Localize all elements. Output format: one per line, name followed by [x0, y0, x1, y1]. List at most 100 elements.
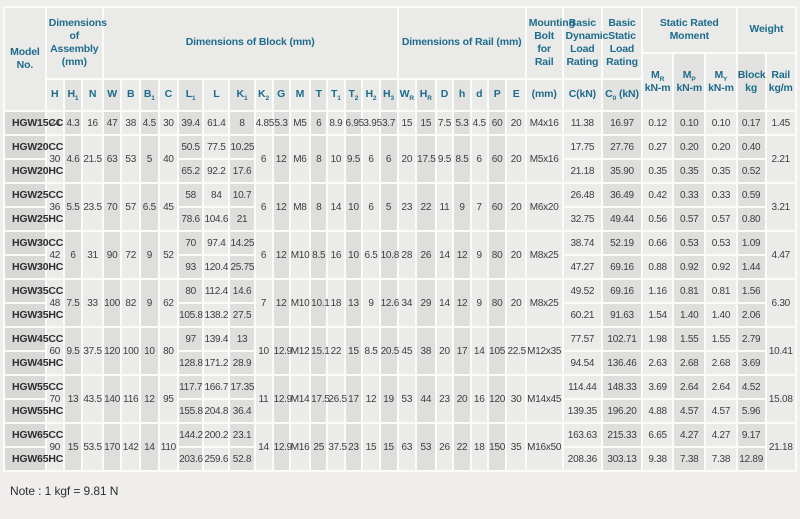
cell-N: 33 [83, 280, 102, 326]
cell-L: 84 [204, 184, 229, 206]
col-header-T1: T1 [328, 80, 344, 110]
col-header-T2: T2 [345, 80, 362, 110]
col-header-G: G [273, 80, 289, 110]
cell-MP: 7.38 [674, 448, 705, 470]
cell-B1: 4.5 [141, 112, 158, 134]
cell-C-kN: 32.75 [563, 208, 602, 230]
cell-L: 112.4 [204, 280, 229, 302]
cell-K1: 10.7 [230, 184, 254, 206]
cell-MY: 0.92 [706, 256, 736, 278]
table-row: HGW25HC 78.6 104.6 21 32.75 49.44 0.56 0.57 0.57… [5, 208, 795, 230]
cell-L1: 80 [179, 280, 203, 302]
cell-T2: 6.95 [345, 112, 364, 134]
cell-MR: 1.16 [642, 280, 673, 302]
cell-L1: 39.4 [179, 112, 203, 134]
cell-T1: 10 [328, 136, 344, 182]
cell-D: 26 [436, 424, 453, 470]
table-row: HGW55CC 70 13 43.5 140 116 12 95 117.7 166.7 17.35… [5, 376, 795, 422]
cell-N: 23.5 [83, 184, 102, 230]
cell-MY: 4.27 [706, 424, 736, 446]
col-header-M: M [290, 80, 310, 110]
cell-L1: 203.6 [179, 448, 203, 470]
cell-block-kg: 1.44 [737, 256, 765, 278]
col-header-d: d [471, 80, 487, 110]
cell-H3: 20.5 [380, 328, 399, 374]
cell-C0-kN: 303.13 [603, 448, 641, 470]
cell-bolt-mm: M12x35 [526, 328, 562, 374]
model-cell: HGW15CC [5, 112, 63, 134]
cell-rail-kg-m: 21.18 [766, 424, 795, 470]
cell-D: 20 [436, 328, 453, 374]
cell-rail-kg-m: 6.30 [766, 280, 795, 326]
cell-B: 100 [122, 328, 140, 374]
model-cell: HGW65HC [5, 448, 63, 470]
cell-bolt-mm: M5x16 [526, 136, 562, 182]
cell-E: 20 [507, 232, 525, 278]
cell-L1: 58 [179, 184, 203, 206]
cell-MP: 0.10 [674, 112, 705, 134]
group-basic-static-load-rating: Basic Static Load Rating [603, 8, 641, 78]
cell-MP: 4.57 [674, 400, 705, 422]
table-row: HGW15CC 24 4.3 16 47 38 4.5 30 39.4 61.4 8 4.85 5.3 M… [5, 112, 795, 134]
cell-B1: 5 [141, 136, 158, 182]
cell-WR: 34 [398, 280, 416, 326]
cell-W: 90 [103, 232, 121, 278]
cell-E: 22.5 [507, 328, 526, 374]
footnote: Note : 1 kgf = 9.81 N [10, 484, 119, 498]
cell-d: 18 [471, 424, 487, 470]
col-header-H2: H2 [363, 80, 379, 110]
cell-MR: 0.35 [642, 160, 673, 182]
cell-HR: 44 [417, 376, 435, 422]
cell-bolt-mm: M8x25 [526, 232, 562, 278]
model-cell: HGW35HC [5, 304, 63, 326]
cell-T2: 13 [345, 280, 362, 326]
cell-K2: 14 [255, 424, 272, 470]
cell-C-kN: 26.48 [563, 184, 602, 206]
col-header-T: T [311, 80, 327, 110]
col-header-MY: MY kN-m [706, 54, 736, 110]
cell-T2: 10 [345, 232, 362, 278]
cell-W: 120 [103, 328, 121, 374]
cell-C-kN: 77.57 [563, 328, 602, 350]
col-header-HR: HR [417, 80, 435, 110]
table-row: HGW65HC 203.6 259.6 52.8 208.36 303.13 9.38 7.3… [5, 448, 795, 470]
col-header-MP: MP kN-m [674, 54, 705, 110]
col-header-WR: WR [398, 80, 416, 110]
table-row: HGW30HC 93 120.4 25.75 47.27 69.16 0.88 0.92 0.9… [5, 256, 795, 278]
cell-MY: 1.40 [706, 304, 736, 326]
cell-T2: 23 [345, 424, 362, 470]
cell-N: 37.5 [83, 328, 102, 374]
cell-G: 12.9 [273, 328, 292, 374]
cell-P: 150 [488, 424, 506, 470]
cell-G: 12 [273, 280, 289, 326]
cell-C-kN: 114.44 [563, 376, 602, 398]
col-header-H3: H3 [380, 80, 397, 110]
cell-G: 5.3 [273, 112, 289, 134]
cell-L1: 117.7 [179, 376, 202, 398]
cell-rail-kg-m: 2.21 [766, 136, 795, 182]
cell-C0-kN: 52.19 [603, 232, 641, 254]
cell-H2: 6 [363, 184, 379, 230]
cell-D: 9.5 [436, 136, 453, 182]
cell-MP: 0.33 [674, 184, 705, 206]
cell-P: 60 [488, 136, 506, 182]
cell-H1: 5.5 [64, 184, 82, 230]
cell-block-kg: 2.79 [737, 328, 765, 350]
model-cell: HGW55CC [5, 376, 63, 398]
col-header-H1: H1 [64, 80, 82, 110]
col-header-C: C [159, 80, 178, 110]
cell-WR: 53 [398, 376, 416, 422]
cell-K2: 6 [255, 232, 272, 278]
col-header-K1: K1 [230, 80, 254, 110]
cell-T1: 8.9 [328, 112, 344, 134]
cell-block-kg: 0.40 [737, 136, 765, 158]
cell-K1: 52.8 [230, 448, 254, 470]
cell-bolt-mm: M14x45 [526, 376, 562, 422]
cell-L1: 144.2 [179, 424, 203, 446]
cell-H2: 8.5 [363, 328, 379, 374]
cell-block-kg: 9.17 [737, 424, 765, 446]
cell-block-kg: 0.59 [737, 184, 765, 206]
cell-C0-kN: 215.33 [603, 424, 641, 446]
col-header-E: E [507, 80, 525, 110]
group-dimensions-of-block-mm: Dimensions of Block (mm) [103, 8, 397, 78]
